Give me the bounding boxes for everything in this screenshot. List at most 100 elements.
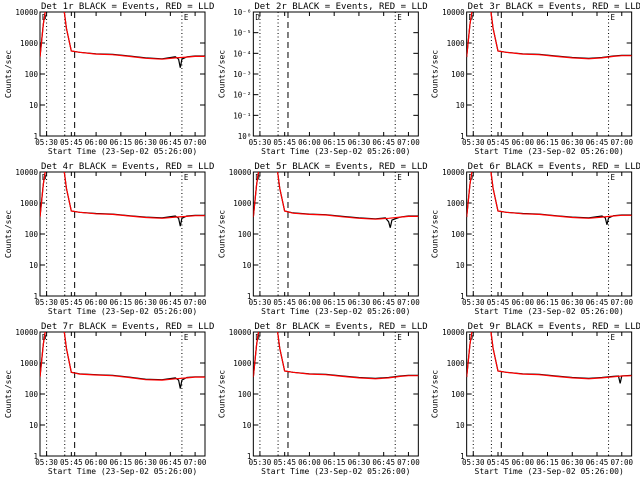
- chart-panel-5: Det 5r BLACK = Events, RED = LLD 05:30 05:…: [217, 162, 427, 316]
- chart-title: Det 9r BLACK = Events, RED = LLD: [468, 322, 640, 332]
- x-tick-label: 06:00: [85, 138, 108, 147]
- x-axis-label: Start Time (23-Sep-02 05:26:00): [48, 467, 197, 476]
- x-tick-label: 06:00: [511, 298, 534, 307]
- y-tick-label: 10000: [229, 328, 252, 337]
- y-axis-label: Counts/sec: [4, 370, 13, 418]
- x-tick-label: 06:15: [110, 298, 133, 307]
- x-tick-label: 06:15: [536, 298, 559, 307]
- y-tick-label: 10: [456, 421, 466, 430]
- x-tick-label: 07:00: [397, 458, 420, 467]
- right-interval-marker: E: [397, 173, 402, 182]
- x-tick-label: 06:45: [586, 458, 609, 467]
- x-tick-label: 05:45: [60, 458, 83, 467]
- y-tick-label: 10: [242, 261, 252, 270]
- x-tick-label: 06:00: [85, 298, 108, 307]
- x-tick-label: 06:30: [134, 138, 157, 147]
- y-tick-label: 100: [451, 230, 465, 239]
- chart-title: Det 6r BLACK = Events, RED = LLD: [468, 162, 640, 172]
- x-tick-label: 06:45: [372, 138, 395, 147]
- y-tick-label: 1000: [233, 199, 252, 208]
- x-tick-label: 06:30: [134, 458, 157, 467]
- left-interval-marker: D: [255, 13, 260, 22]
- y-axis-label: Counts/sec: [217, 210, 226, 258]
- x-tick-label: 06:00: [85, 458, 108, 467]
- x-tick-label: 05:30: [35, 458, 58, 467]
- lld-series-line: [466, 332, 632, 380]
- lld-series-line: [466, 172, 632, 219]
- x-tick-label: 06:15: [323, 458, 346, 467]
- x-tick-label: 06:45: [159, 138, 182, 147]
- chart-panel-6: Det 6r BLACK = Events, RED = LLD 05:30 05:…: [431, 162, 640, 316]
- y-tick-label: 10⁻²: [233, 91, 251, 100]
- x-tick-label: 06:30: [348, 138, 371, 147]
- chart-panel-7: Det 7r BLACK = Events, RED = LLD 05:30 05:…: [4, 322, 214, 476]
- right-interval-marker: E: [611, 13, 616, 22]
- y-tick-label: 10: [29, 261, 39, 270]
- y-axis-label: Counts/sec: [431, 50, 440, 98]
- x-axis-label: Start Time (23-Sep-02 05:26:00): [48, 147, 197, 156]
- y-tick-label: 10000: [15, 168, 38, 177]
- x-tick-label: 06:45: [372, 298, 395, 307]
- y-tick-label: 10⁰: [238, 132, 252, 141]
- x-tick-label: 06:30: [561, 138, 584, 147]
- y-tick-label: 10000: [442, 8, 465, 17]
- x-tick-label: 06:45: [372, 458, 395, 467]
- y-tick-label: 10000: [442, 168, 465, 177]
- y-tick-label: 10000: [442, 328, 465, 337]
- x-tick-label: 06:15: [323, 138, 346, 147]
- y-tick-label: 100: [24, 390, 38, 399]
- x-tick-label: 06:45: [586, 298, 609, 307]
- y-tick-label: 1000: [20, 199, 39, 208]
- y-tick-label: 10: [456, 261, 466, 270]
- x-tick-label: 05:45: [487, 458, 510, 467]
- lld-series-line: [466, 12, 632, 60]
- lld-series-line: [40, 332, 205, 381]
- y-tick-label: 10000: [15, 8, 38, 17]
- x-axis-label: Start Time (23-Sep-02 05:26:00): [475, 467, 624, 476]
- y-axis-label: Counts/sec: [431, 210, 440, 258]
- y-axis-label: Counts/sec: [217, 50, 226, 98]
- x-tick-label: 07:00: [610, 458, 633, 467]
- x-tick-label: 06:15: [110, 458, 133, 467]
- x-tick-label: 06:15: [323, 298, 346, 307]
- x-tick-label: 05:30: [35, 298, 58, 307]
- x-tick-label: 06:45: [159, 298, 182, 307]
- lld-series-line: [40, 172, 205, 219]
- y-tick-label: 1: [460, 292, 465, 301]
- x-tick-label: 05:45: [273, 138, 296, 147]
- chart-title: Det 4r BLACK = Events, RED = LLD: [41, 162, 214, 172]
- y-axis-label: Counts/sec: [4, 50, 13, 98]
- x-tick-label: 05:45: [273, 298, 296, 307]
- x-tick-label: 05:45: [60, 138, 83, 147]
- y-tick-label: 100: [451, 70, 465, 79]
- x-axis-label: Start Time (23-Sep-02 05:26:00): [48, 307, 197, 316]
- x-tick-label: 07:00: [184, 138, 207, 147]
- y-tick-label: 10⁻⁵: [233, 29, 251, 38]
- x-tick-label: 06:30: [348, 458, 371, 467]
- y-tick-label: 10⁻⁴: [233, 49, 251, 58]
- y-tick-label: 1: [247, 452, 252, 461]
- y-tick-label: 1: [33, 452, 38, 461]
- y-tick-label: 100: [451, 390, 465, 399]
- x-tick-label: 07:00: [184, 458, 207, 467]
- x-tick-label: 07:00: [397, 138, 420, 147]
- x-tick-label: 05:30: [462, 138, 485, 147]
- chart-title: Det 8r BLACK = Events, RED = LLD: [254, 322, 427, 332]
- x-tick-label: 07:00: [610, 298, 633, 307]
- x-axis-label: Start Time (23-Sep-02 05:26:00): [475, 147, 624, 156]
- x-tick-label: 05:30: [35, 138, 58, 147]
- x-tick-label: 06:00: [511, 458, 534, 467]
- right-interval-marker: E: [611, 333, 616, 342]
- x-tick-label: 06:30: [348, 298, 371, 307]
- y-tick-label: 1000: [233, 359, 252, 368]
- chart-title: Det 3r BLACK = Events, RED = LLD: [468, 2, 640, 12]
- chart-panel-8: Det 8r BLACK = Events, RED = LLD 05:30 05:…: [217, 322, 427, 476]
- right-interval-marker: E: [184, 13, 189, 22]
- x-tick-label: 07:00: [184, 298, 207, 307]
- lld-series-line: [40, 12, 205, 60]
- chart-title: Det 7r BLACK = Events, RED = LLD: [41, 322, 214, 332]
- x-tick-label: 05:30: [462, 458, 485, 467]
- x-axis-label: Start Time (23-Sep-02 05:26:00): [261, 467, 410, 476]
- y-tick-label: 1000: [20, 359, 39, 368]
